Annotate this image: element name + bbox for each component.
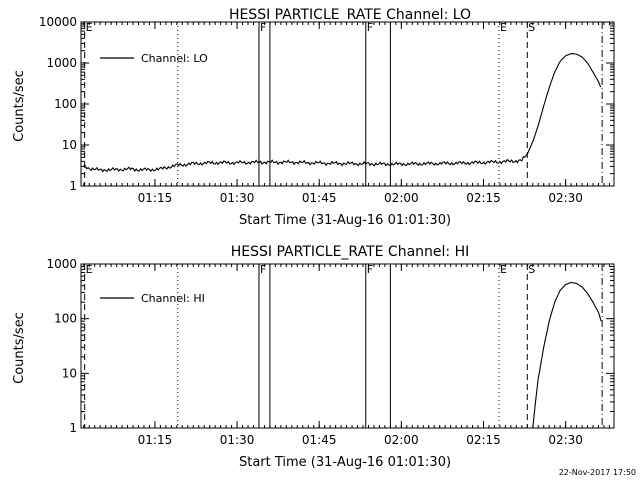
- plot-timestamp: 22-Nov-2017 17:50: [559, 468, 636, 477]
- y-tick-label: 1: [69, 179, 77, 193]
- lo-y-axis-label: Counts/sec: [12, 70, 27, 142]
- y-tick-label: 100: [54, 312, 77, 326]
- hi-series: [532, 281, 602, 429]
- hi-legend-label: Channel: HI: [141, 292, 205, 305]
- x-tick-label: 01:30: [220, 433, 255, 447]
- hi-legend: Channel: HI: [100, 292, 205, 305]
- y-tick-label: 10000: [39, 15, 77, 29]
- event-marker-label: S: [528, 263, 535, 276]
- series-line: [532, 281, 602, 429]
- lo-axes-frame: [80, 21, 615, 187]
- y-tick-label: 100: [54, 97, 77, 111]
- lo-legend-label: Channel: LO: [141, 52, 208, 65]
- y-tick-label: 1000: [46, 257, 77, 271]
- x-tick-label: 02:15: [466, 191, 501, 205]
- plot-frame: [80, 263, 615, 429]
- lo-legend: Channel: LO: [100, 52, 208, 65]
- hi-ticks: 01:15 01:30 01:45 02:00 02:15 02:30 1 10 100 1000: [46, 257, 614, 447]
- event-marker-label: F: [367, 263, 373, 276]
- lo-ticks: 01:15 01:30 01:45 02:00 02:15 02:30 1 10 100 1000…: [39, 15, 614, 205]
- event-marker-label: S: [528, 21, 535, 34]
- x-tick-label: 02:00: [384, 191, 419, 205]
- hi-x-axis-label: Start Time (31-Aug-16 01:01:30): [239, 455, 451, 470]
- hi-chart-title: HESSI PARTICLE_RATE Channel: HI: [231, 244, 469, 260]
- event-marker-label: E: [500, 263, 507, 276]
- lo-channel-panel: HESSI PARTICLE_RATE Channel: LO Counts/s…: [12, 7, 615, 228]
- x-tick-label: 02:30: [548, 191, 583, 205]
- event-marker-label: E: [86, 263, 93, 276]
- plot-frame: [80, 21, 615, 187]
- lo-chart-title: HESSI PARTICLE_RATE Channel: LO: [229, 7, 471, 23]
- lo-series: [83, 53, 602, 173]
- x-tick-label: 01:15: [138, 191, 173, 205]
- series-line: [83, 53, 602, 173]
- hi-axes-frame: [80, 263, 615, 429]
- hi-channel-panel: HESSI PARTICLE_RATE Channel: HI Counts/s…: [12, 244, 615, 470]
- hi-y-axis-label: Counts/sec: [12, 312, 27, 384]
- x-tick-label: 01:30: [220, 191, 255, 205]
- x-tick-label: 02:30: [548, 433, 583, 447]
- y-tick-label: 10: [62, 138, 77, 152]
- x-tick-label: 02:00: [384, 433, 419, 447]
- x-tick-label: 01:15: [138, 433, 173, 447]
- y-tick-label: 1000: [46, 56, 77, 70]
- x-tick-label: 01:45: [302, 433, 337, 447]
- y-tick-label: 10: [62, 366, 77, 380]
- event-marker-label: F: [260, 21, 266, 34]
- x-tick-label: 01:45: [302, 191, 337, 205]
- event-marker-label: F: [260, 263, 266, 276]
- lo-x-axis-label: Start Time (31-Aug-16 01:01:30): [239, 213, 451, 228]
- x-tick-label: 02:15: [466, 433, 501, 447]
- event-marker-label: F: [367, 21, 373, 34]
- y-tick-label: 1: [69, 421, 77, 435]
- event-marker-label: E: [86, 21, 93, 34]
- event-marker-label: E: [500, 21, 507, 34]
